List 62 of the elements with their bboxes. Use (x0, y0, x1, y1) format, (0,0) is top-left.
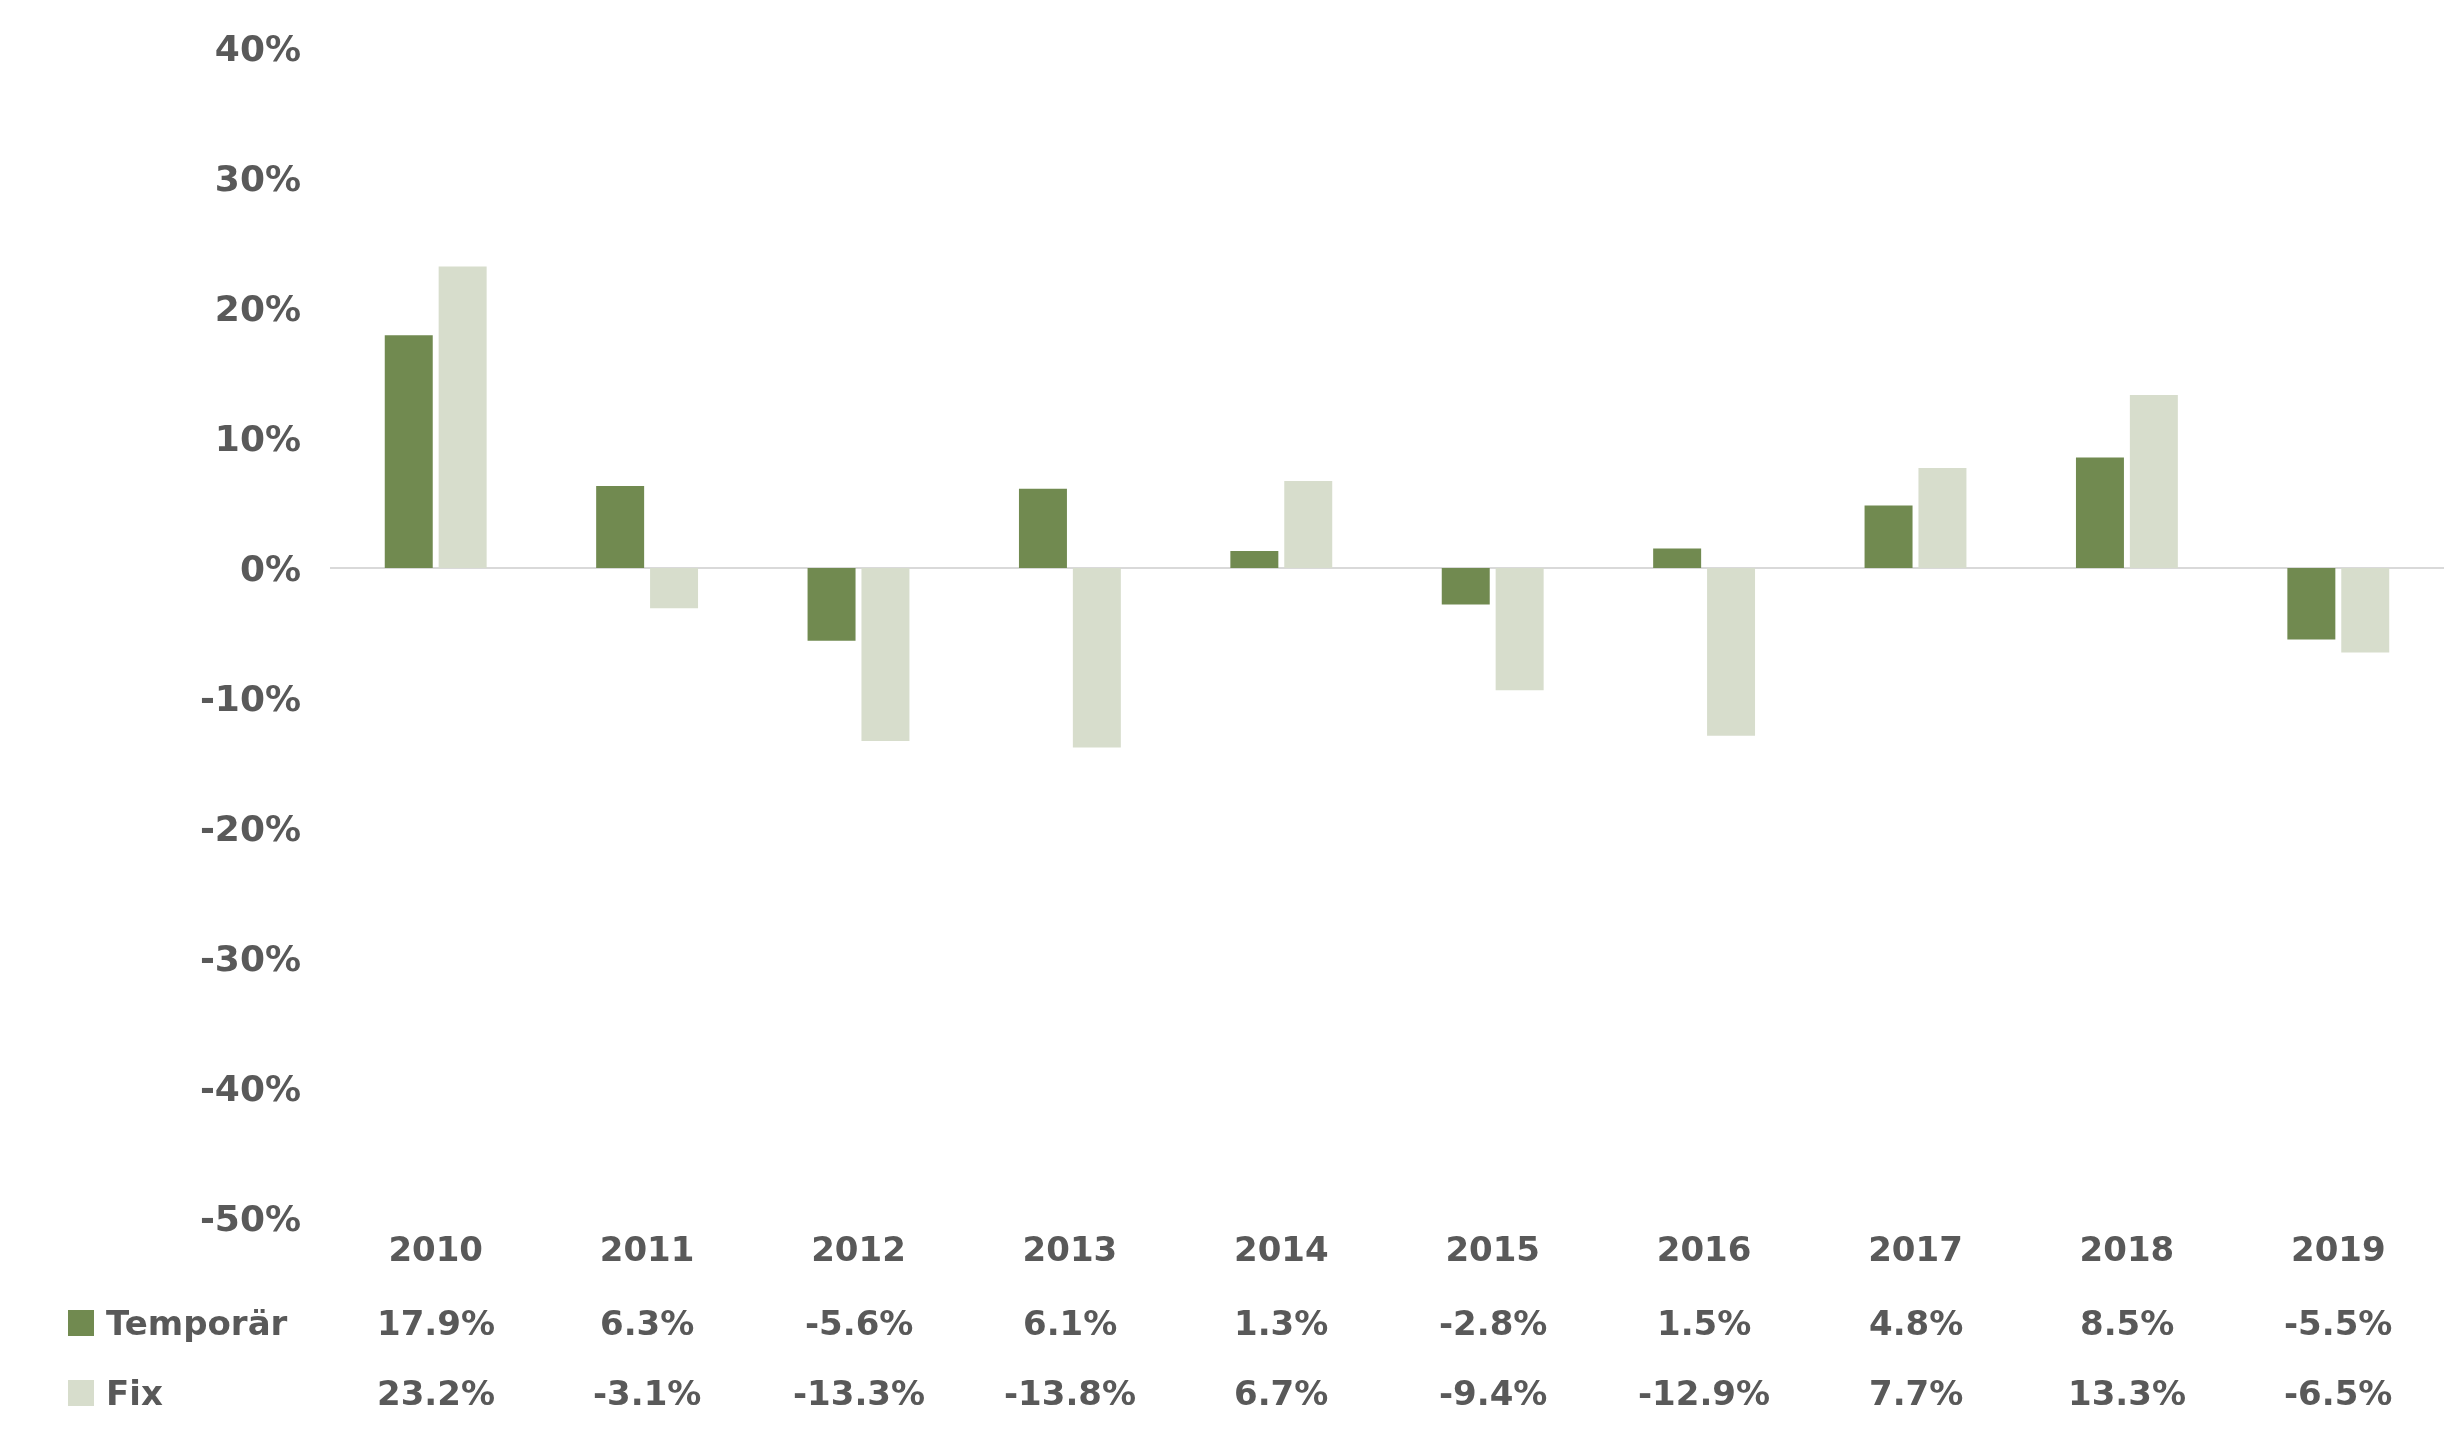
y-tick-label: -50% (199, 1197, 301, 1239)
data-label: 13.3% (2068, 1373, 2186, 1413)
data-label: 7.7% (1869, 1373, 1964, 1413)
data-label: 8.5% (2080, 1303, 2175, 1343)
bar (1495, 568, 1544, 691)
data-label: 1.5% (1657, 1303, 1752, 1343)
bar (438, 266, 487, 568)
data-label: -6.5% (2284, 1373, 2393, 1413)
bar (807, 568, 856, 641)
y-tick-label: -40% (199, 1067, 301, 1109)
data-label: -3.1% (593, 1373, 702, 1413)
bar (1072, 568, 1121, 748)
y-tick-label: 40% (214, 27, 301, 69)
x-tick-label: 2019 (2290, 1229, 2386, 1269)
bar (1018, 488, 1067, 568)
x-tick-label: 2017 (1868, 1229, 1963, 1269)
bar (1918, 467, 1967, 568)
bar (2075, 457, 2124, 568)
data-label: 17.9% (377, 1303, 495, 1343)
y-tick-label: -10% (199, 677, 301, 719)
x-tick-label: 2011 (599, 1229, 695, 1269)
bar (2287, 568, 2336, 640)
y-tick-label: 10% (214, 417, 301, 459)
y-tick-label: -20% (199, 807, 301, 849)
data-label: -5.5% (2284, 1303, 2393, 1343)
x-tick-label: 2013 (1022, 1229, 1118, 1269)
x-tick-label: 2018 (2079, 1229, 2175, 1269)
x-tick-label: 2016 (1656, 1229, 1752, 1269)
bar (2341, 568, 2390, 653)
x-tick-label: 2015 (1445, 1229, 1541, 1269)
data-label: -9.4% (1439, 1373, 1548, 1413)
bar (1864, 505, 1913, 568)
y-tick-label: -30% (199, 937, 301, 979)
bar (384, 335, 433, 568)
bar (596, 486, 645, 568)
data-label: -12.9% (1638, 1373, 1771, 1413)
y-tick-label: 0% (239, 547, 301, 589)
bar (1707, 568, 1756, 736)
data-label: 4.8% (1869, 1303, 1964, 1343)
bar (1653, 548, 1702, 568)
data-label: 6.3% (600, 1303, 695, 1343)
x-tick-label: 2010 (388, 1229, 484, 1269)
data-label: -2.8% (1439, 1303, 1548, 1343)
data-label: -13.8% (1004, 1373, 1137, 1413)
legend-label: Fix (106, 1373, 163, 1413)
x-tick-label: 2012 (811, 1229, 906, 1269)
data-label: 1.3% (1234, 1303, 1329, 1343)
bar (1284, 480, 1333, 568)
data-label: 6.7% (1234, 1373, 1329, 1413)
bar (1441, 568, 1490, 605)
data-label: -5.6% (805, 1303, 914, 1343)
data-label: 6.1% (1023, 1303, 1118, 1343)
bar (1230, 551, 1279, 568)
data-label: -13.3% (793, 1373, 926, 1413)
bar (650, 568, 699, 609)
x-tick-label: 2014 (1233, 1229, 1329, 1269)
legend-label: Temporär (106, 1303, 288, 1343)
y-tick-label: 30% (214, 157, 301, 199)
bar (2129, 395, 2178, 568)
bar (861, 568, 910, 741)
y-tick-label: 20% (214, 287, 301, 329)
data-label: 23.2% (377, 1373, 495, 1413)
